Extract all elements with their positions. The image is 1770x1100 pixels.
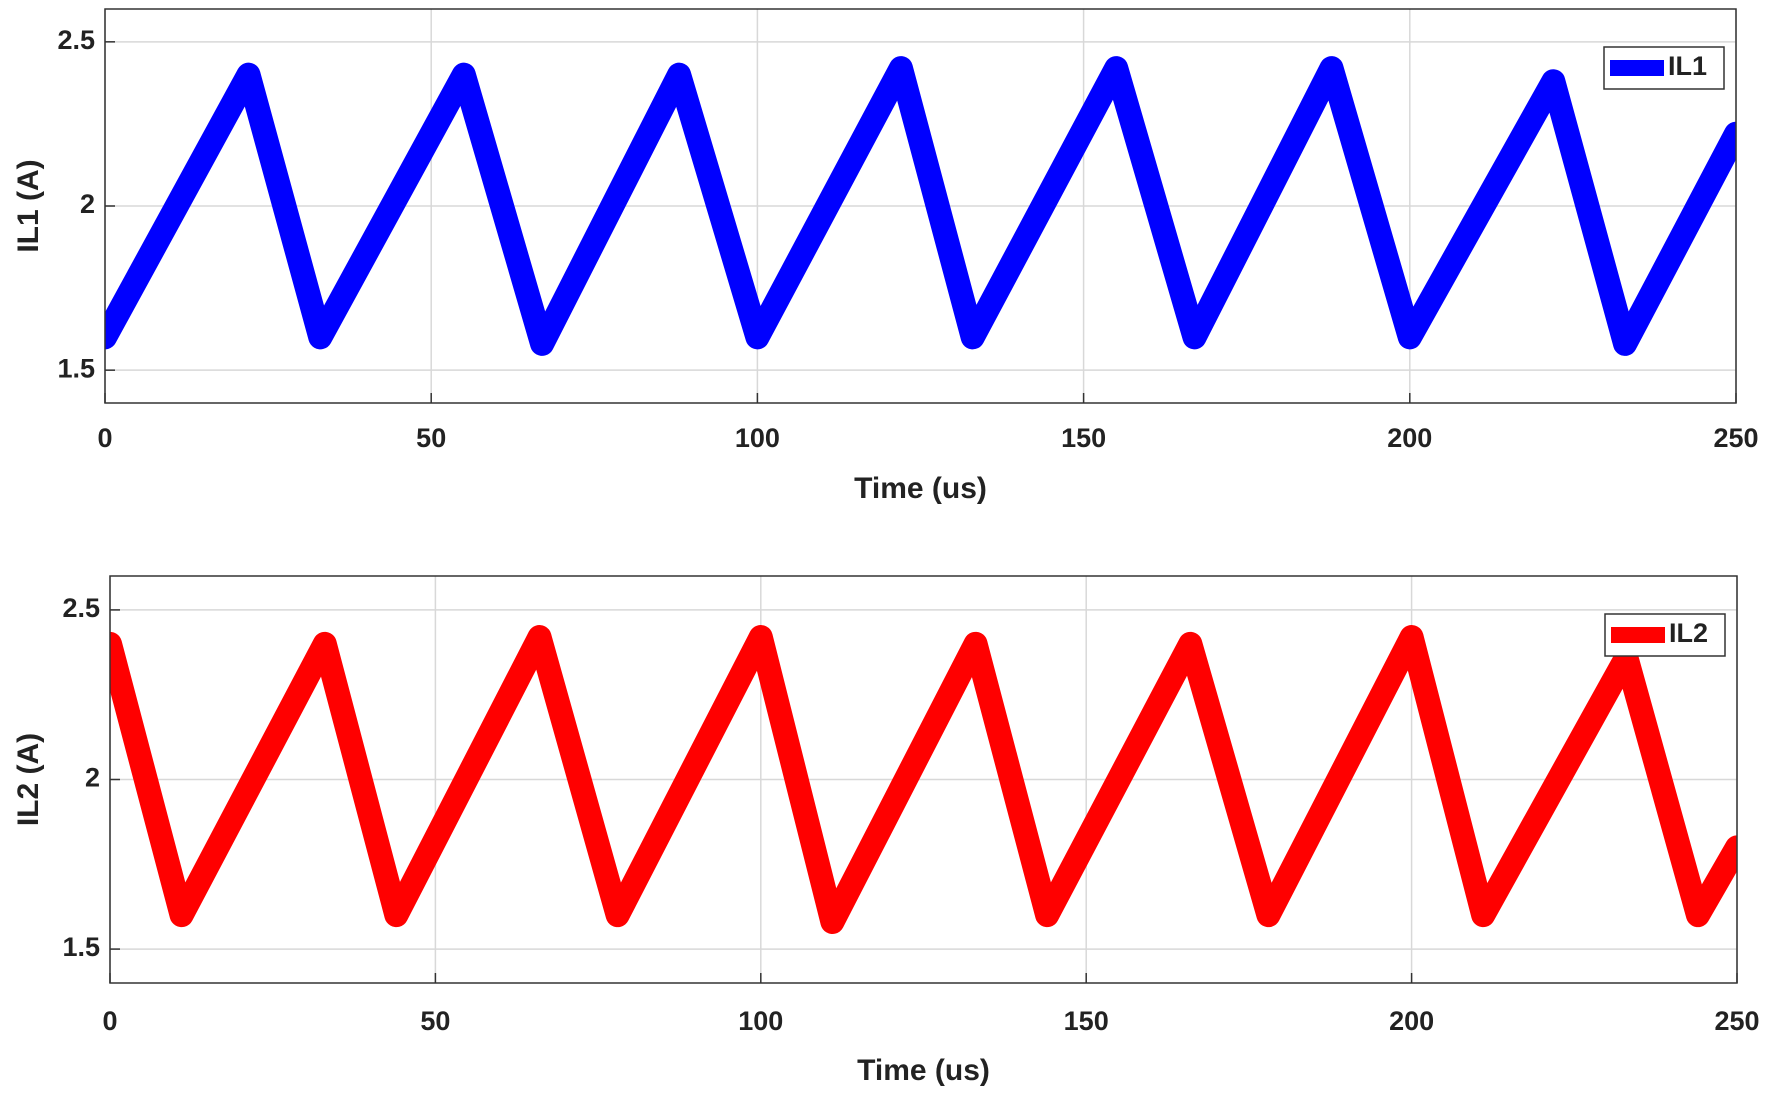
x-tick-label: 150 (1061, 423, 1106, 453)
y-tick-label: 2 (80, 189, 95, 219)
x-axis-title: Time (us) (854, 472, 987, 505)
y-tick-label: 1.5 (57, 353, 95, 383)
y-tick-label: 2.5 (57, 25, 95, 55)
series-line (110, 625, 1737, 934)
x-tick-label: 150 (1064, 1006, 1109, 1036)
x-tick-label: 0 (102, 1006, 117, 1036)
x-tick-label: 100 (735, 423, 780, 453)
x-tick-label: 200 (1389, 1006, 1434, 1036)
x-tick-label: 0 (97, 423, 112, 453)
x-tick-label: 250 (1713, 423, 1758, 453)
y-tick-label: 2 (85, 763, 100, 793)
x-axis-title: Time (us) (857, 1054, 990, 1087)
x-tick-label: 50 (420, 1006, 450, 1036)
x-tick-label: 200 (1387, 423, 1432, 453)
legend-label: IL2 (1669, 618, 1708, 648)
plot-frame (104, 8, 1737, 404)
legend-label: IL1 (1668, 51, 1707, 81)
plot-frame (109, 575, 1738, 984)
x-tick-label: 50 (416, 423, 446, 453)
y-axis-title: IL1 (A) (12, 159, 45, 252)
series-line (105, 56, 1736, 356)
x-tick-label: 250 (1714, 1006, 1759, 1036)
y-tick-label: 1.5 (62, 932, 100, 962)
y-tick-label: 2.5 (62, 593, 100, 623)
x-tick-label: 100 (738, 1006, 783, 1036)
y-axis-title: IL2 (A) (12, 733, 45, 826)
